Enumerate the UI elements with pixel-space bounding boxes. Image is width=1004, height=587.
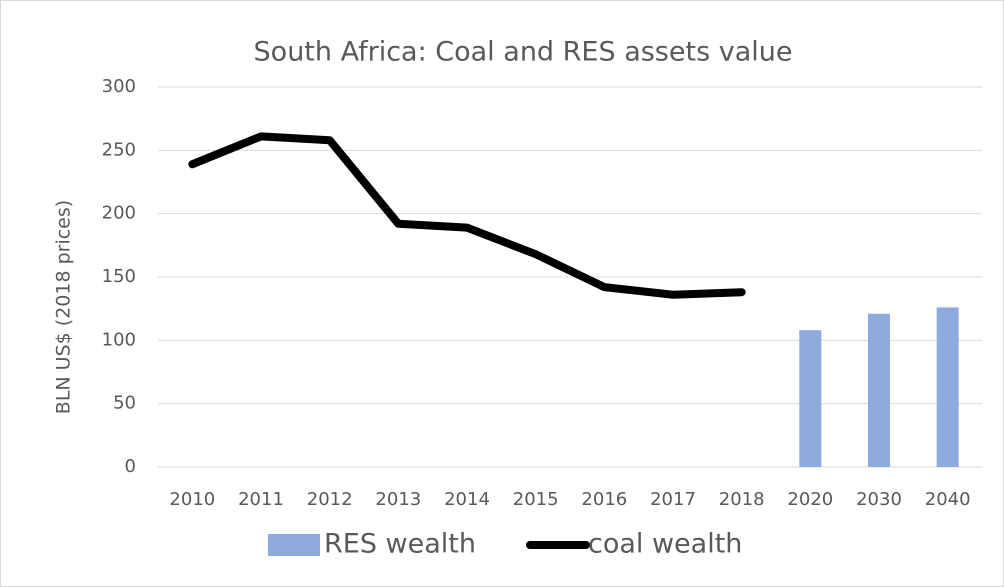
- x-tick-label: 2040: [925, 489, 971, 510]
- x-tick-label: 2015: [513, 489, 559, 510]
- x-tick-label: 2030: [856, 489, 902, 510]
- y-tick-label: 200: [102, 203, 136, 224]
- y-tick-label: 150: [102, 266, 136, 287]
- legend-label: coal wealth: [588, 529, 742, 560]
- y-tick-label: 0: [125, 456, 136, 477]
- y-tick-label: 50: [113, 393, 136, 414]
- bar: [799, 330, 822, 467]
- x-tick-label: 2013: [375, 489, 421, 510]
- x-tick-label: 2020: [787, 489, 833, 510]
- y-axis-label: BLN US$ (2018 prices): [53, 200, 75, 414]
- x-tick-label: 2011: [238, 489, 284, 510]
- y-tick-label: 250: [102, 139, 136, 160]
- x-tick-label: 2016: [581, 489, 627, 510]
- x-tick-label: 2010: [169, 489, 215, 510]
- x-tick-label: 2014: [444, 489, 490, 510]
- x-tick-label: 2012: [307, 489, 353, 510]
- x-tick-label: 2017: [650, 489, 696, 510]
- x-tick-label: 2018: [719, 489, 765, 510]
- line: [188, 132, 746, 299]
- legend-swatch: [268, 534, 320, 556]
- chart-title: South Africa: Coal and RES assets value: [254, 37, 793, 68]
- y-tick-label: 300: [102, 76, 136, 97]
- bar: [936, 307, 959, 467]
- bar: [868, 313, 890, 467]
- y-tick-label: 100: [102, 329, 136, 350]
- legend-label: RES wealth: [324, 529, 476, 560]
